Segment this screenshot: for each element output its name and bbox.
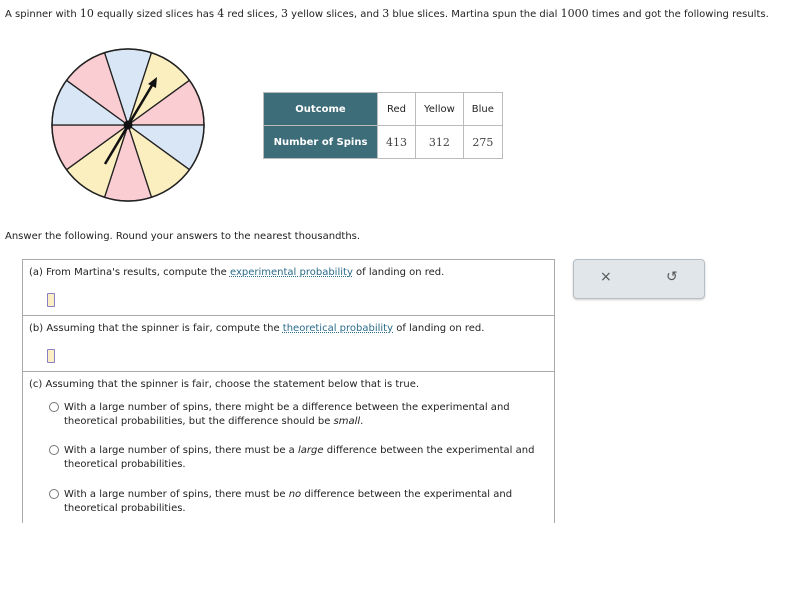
spinner-rim	[51, 48, 205, 202]
undo-button[interactable]: ↺	[666, 269, 678, 285]
arrow-head-icon	[148, 77, 157, 88]
table-row: Outcome Red Yellow Blue	[263, 92, 503, 126]
table-row: Number of Spins 413 312 275	[263, 125, 503, 159]
theoretical-probability-link[interactable]: theoretical probability	[282, 323, 394, 334]
question-b: (b) Assuming that the spinner is fair, c…	[22, 315, 555, 372]
experimental-probability-link[interactable]: experimental probability	[229, 267, 353, 278]
header-cell: Number of Spins	[263, 125, 378, 159]
answer-a-input[interactable]	[47, 293, 55, 307]
option-large-difference[interactable]: With a large number of spins, there must…	[49, 444, 574, 472]
radio-button[interactable]	[49, 402, 59, 412]
spinner-image	[51, 48, 205, 202]
outcome-yellow: Yellow	[415, 92, 464, 126]
option-small-difference[interactable]: With a large number of spins, there migh…	[49, 401, 549, 429]
spins-yellow: 312	[415, 125, 464, 159]
outcome-blue: Blue	[462, 92, 503, 126]
question-a: (a) From Martina's results, compute the …	[22, 259, 555, 316]
answer-b-input[interactable]	[47, 349, 55, 363]
answer-instructions: Answer the following. Round your answers…	[5, 231, 361, 242]
radio-button[interactable]	[49, 489, 59, 499]
radio-button[interactable]	[49, 445, 59, 455]
outcome-red: Red	[377, 92, 416, 126]
question-c: (c) Assuming that the spinner is fair, c…	[22, 371, 555, 523]
spins-blue: 275	[462, 125, 503, 159]
clear-button[interactable]: ×	[600, 269, 612, 285]
spinner-hub	[123, 120, 133, 130]
results-table: Outcome Red Yellow Blue Number of Spins 413 3…	[263, 92, 503, 159]
problem-statement: A spinner with 10 equally sized slices h…	[5, 7, 769, 20]
header-cell: Outcome	[263, 92, 378, 126]
option-no-difference[interactable]: With a large number of spins, there must…	[49, 488, 549, 516]
answer-toolbar: × ↺	[573, 259, 705, 299]
spins-red: 413	[377, 125, 416, 159]
